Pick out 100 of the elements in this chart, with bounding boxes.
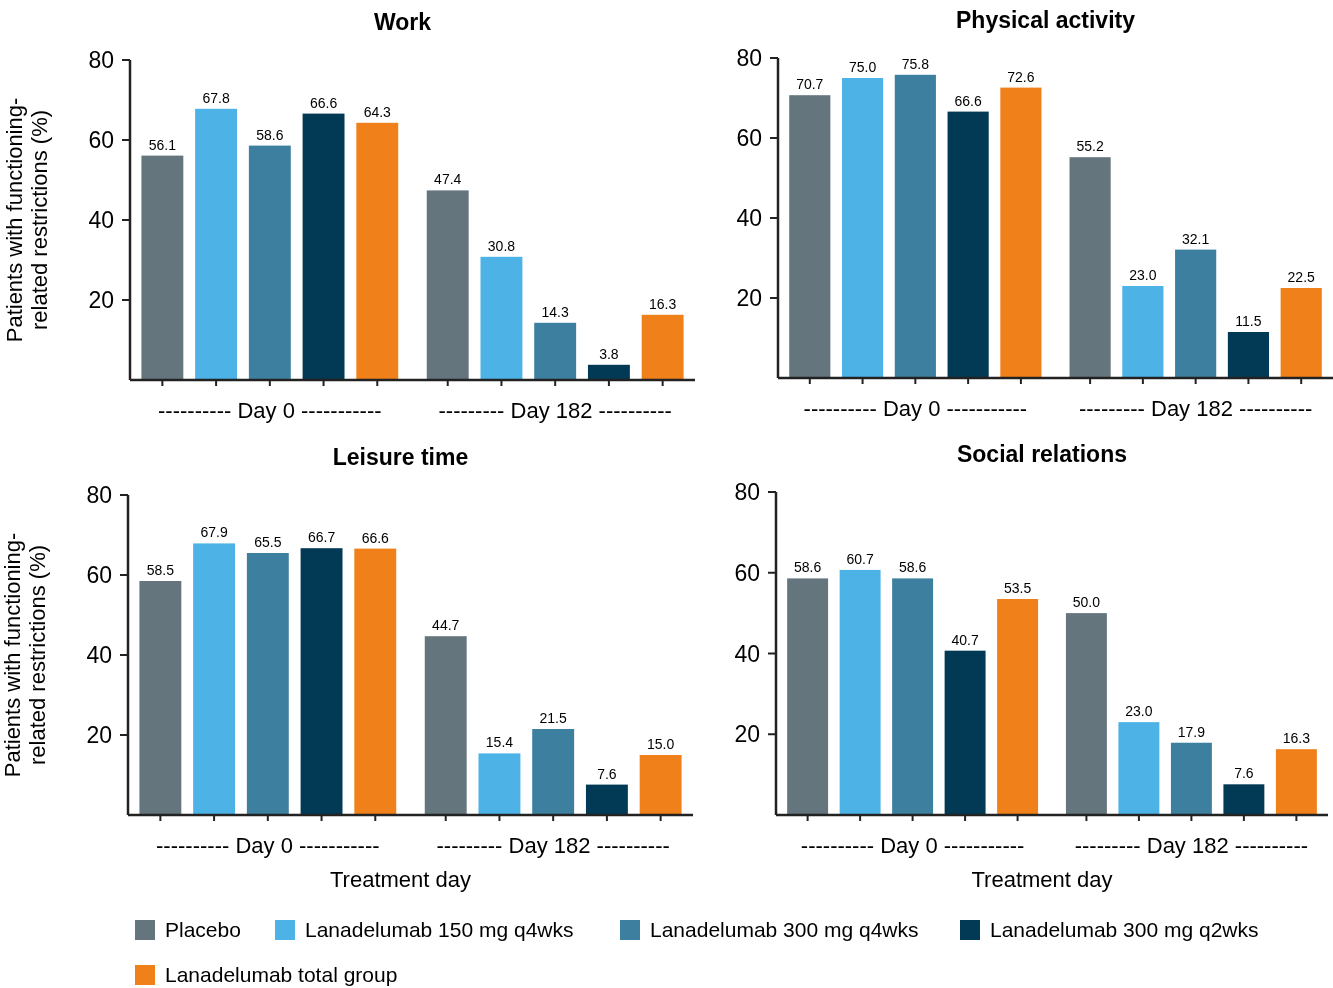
data-label: 72.6 [1007,68,1035,85]
data-label: 16.3 [1282,730,1311,747]
data-label: 47.4 [434,171,462,188]
chart-title: Social relations [956,441,1128,467]
bar [1170,742,1212,815]
data-label: 58.6 [898,559,927,576]
bar [1000,87,1042,378]
data-label: 58.5 [146,562,175,578]
x-axis-title: Treatment day [329,867,472,892]
bar [587,364,630,380]
bar [585,784,628,815]
bar [246,553,289,815]
data-label: 50.0 [1072,594,1101,611]
y-tick-label: 80 [88,47,114,74]
data-label: 11.5 [1235,313,1262,329]
y-tick-label: 60 [86,562,112,589]
y-axis-title: Patients with functioning-related restrictions (%) [2,97,53,343]
data-label: 32.1 [1182,230,1210,247]
data-label: 15.0 [647,736,675,752]
bar [1223,784,1265,815]
legend-label: Lanadelumab total group [165,963,398,987]
bar [1175,249,1217,378]
bar [1069,157,1111,378]
data-label: 23.0 [1129,267,1157,283]
legend-label: Placebo [165,918,241,942]
x-tick-label: ---------- Day 0 ----------- [800,833,1025,858]
bar [789,95,831,378]
y-tick-label: 60 [88,127,114,154]
y-tick-label: 80 [734,479,760,506]
bar [1118,722,1160,815]
legend-label: Lanadelumab 150 mg q4wks [305,918,574,942]
x-tick-label: --------- Day 182 ---------- [1074,833,1309,858]
data-label: 75.8 [901,55,930,72]
bar [787,578,829,815]
bar [892,578,934,815]
bar [532,729,575,815]
bar [478,753,521,815]
chart-title: Physical activity [956,7,1136,33]
y-tick-label: 40 [736,205,762,232]
bar [302,113,345,380]
data-label: 23.0 [1125,703,1153,720]
y-tick-label: 80 [86,482,112,509]
data-label: 7.6 [597,765,617,782]
x-tick-label: --------- Day 182 ---------- [436,833,670,858]
data-label: 75.0 [848,59,877,75]
bar [480,256,523,380]
x-tick-label: ---------- Day 0 ----------- [158,398,382,423]
data-label: 66.6 [954,92,982,109]
y-tick-label: 20 [734,721,760,748]
data-label: 3.8 [599,345,619,362]
data-label: 14.3 [541,303,570,320]
data-label: 40.7 [951,631,979,648]
y-tick-label: 40 [734,640,760,667]
bar [894,74,936,378]
y-tick-label: 60 [736,125,762,152]
data-label: 21.5 [539,710,568,726]
bar [947,111,989,378]
y-tick-label: 60 [734,559,760,586]
x-axis-title: Treatment day [971,867,1113,892]
bar [193,543,236,815]
bar [195,108,238,380]
bar [1065,613,1107,815]
chart-title: Leisure time [332,444,469,470]
x-tick-label: --------- Day 182 ---------- [438,398,672,423]
bar [139,581,182,815]
bar [839,569,881,815]
bar [424,636,467,815]
data-label: 64.3 [363,103,392,120]
data-label: 7.6 [1234,765,1254,782]
bar [997,598,1039,815]
data-label: 67.9 [200,524,228,541]
data-label: 56.1 [148,136,177,153]
y-tick-label: 80 [736,45,762,72]
bar [426,190,469,380]
x-tick-label: ---------- Day 0 ----------- [156,833,380,858]
data-label: 58.6 [794,559,822,576]
data-label: 60.7 [846,550,874,567]
x-tick-label: --------- Day 182 ---------- [1078,396,1313,421]
y-axis-title: Patients with functioning-related restrictions (%) [0,532,51,778]
x-tick-label: ---------- Day 0 ----------- [803,396,1028,421]
data-label: 70.7 [796,76,824,93]
bar [1275,749,1317,815]
bar [300,548,343,815]
data-label: 44.7 [432,617,460,634]
data-label: 22.5 [1287,269,1316,285]
bar [534,322,577,380]
data-label: 65.5 [254,534,282,550]
y-tick-label: 40 [86,642,112,669]
bar [356,122,399,380]
bar [248,145,291,380]
data-label: 67.8 [202,89,230,106]
y-tick-label: 20 [88,287,114,314]
data-label: 53.5 [1003,579,1032,596]
data-label: 30.8 [487,237,516,254]
bar [944,650,986,815]
data-label: 17.9 [1177,723,1206,740]
bar [354,548,397,815]
legend-label: Lanadelumab 300 mg q4wks [650,918,919,942]
data-label: 58.6 [256,126,284,143]
y-tick-label: 40 [88,207,114,234]
